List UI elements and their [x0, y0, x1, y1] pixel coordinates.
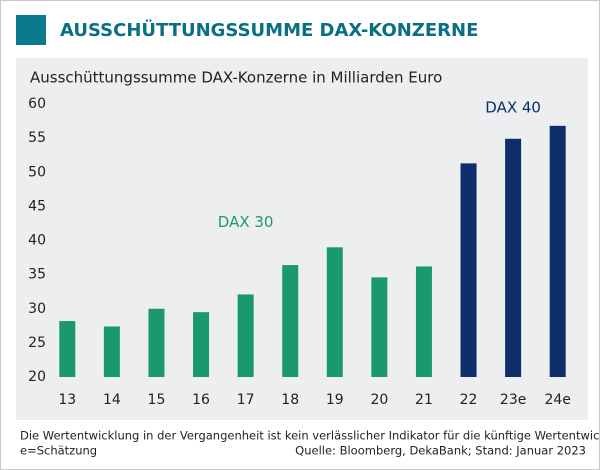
y-tick-label: 35	[28, 267, 46, 283]
x-tick-label: 23e	[500, 392, 526, 408]
bar	[237, 294, 254, 377]
series-label: DAX 40	[485, 98, 541, 116]
y-tick-label: 25	[28, 335, 46, 351]
y-tick-label: 45	[28, 198, 46, 214]
x-tick-label: 20	[370, 392, 388, 408]
bar	[282, 265, 299, 377]
x-tick-label: 18	[281, 392, 299, 408]
bar	[505, 138, 522, 377]
y-tick-label: 50	[28, 164, 46, 180]
y-tick-label: 55	[28, 130, 46, 146]
bar	[415, 266, 432, 377]
y-tick-label: 40	[28, 233, 46, 249]
bar	[193, 312, 210, 377]
x-tick-label: 14	[103, 392, 121, 408]
x-tick-label: 13	[58, 392, 76, 408]
y-tick-label: 20	[28, 369, 46, 385]
note: Die Wertentwicklung in der Vergangenheit…	[20, 429, 600, 443]
bar	[103, 326, 120, 377]
bar	[148, 308, 165, 377]
x-tick-label: 21	[415, 392, 433, 408]
x-tick-label: 16	[192, 392, 210, 408]
title-icon	[16, 15, 46, 45]
chart-subtitle: Ausschüttungssumme DAX-Konzerne in Milli…	[30, 69, 442, 87]
source: Quelle: Bloomberg, DekaBank; Stand: Janu…	[295, 444, 586, 458]
estimate-note: e=Schätzung	[20, 444, 97, 458]
x-tick-label: 19	[326, 392, 344, 408]
bar	[326, 247, 343, 377]
y-tick-label: 30	[28, 301, 46, 317]
x-tick-label: 17	[237, 392, 255, 408]
x-tick-label: 24e	[544, 392, 570, 408]
series-label: DAX 30	[218, 213, 274, 231]
bar	[549, 125, 566, 377]
x-tick-label: 22	[460, 392, 478, 408]
chart-title: AUSSCHÜTTUNGSSUMME DAX-KONZERNE	[60, 19, 478, 41]
bar	[371, 277, 388, 377]
x-tick-label: 15	[148, 392, 166, 408]
bar	[59, 321, 76, 377]
bar	[460, 163, 477, 377]
y-tick-label: 60	[28, 96, 46, 112]
